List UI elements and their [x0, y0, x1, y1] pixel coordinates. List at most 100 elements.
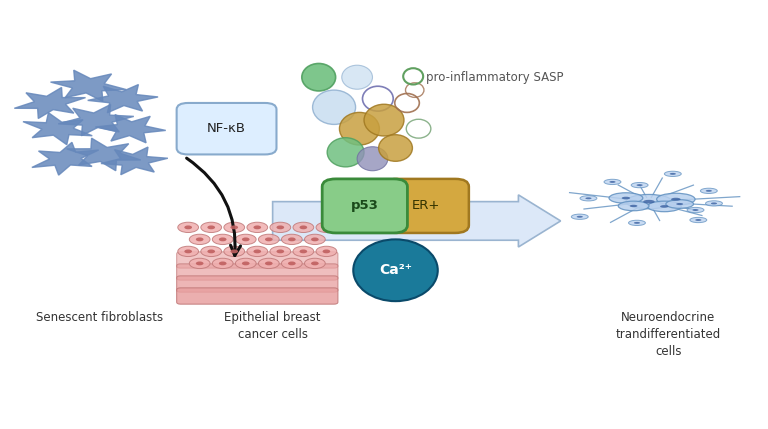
Ellipse shape — [189, 258, 210, 269]
Ellipse shape — [342, 65, 372, 89]
Ellipse shape — [184, 226, 192, 230]
Ellipse shape — [677, 203, 684, 205]
Polygon shape — [51, 70, 126, 101]
Ellipse shape — [577, 216, 583, 218]
Ellipse shape — [247, 222, 268, 233]
Ellipse shape — [660, 205, 668, 208]
Ellipse shape — [207, 250, 215, 253]
Ellipse shape — [610, 181, 616, 183]
Text: Neuroendocrine
trandifferentiated
cells: Neuroendocrine trandifferentiated cells — [615, 311, 721, 358]
Ellipse shape — [311, 262, 319, 265]
Ellipse shape — [630, 205, 637, 207]
Ellipse shape — [580, 196, 597, 201]
Polygon shape — [31, 142, 99, 175]
Polygon shape — [95, 115, 166, 143]
Ellipse shape — [224, 222, 244, 233]
Ellipse shape — [687, 207, 704, 213]
Ellipse shape — [212, 234, 233, 245]
FancyArrow shape — [273, 195, 561, 247]
Text: pro-inflammatory SASP: pro-inflammatory SASP — [426, 71, 564, 84]
Text: Ca²⁺: Ca²⁺ — [379, 263, 412, 277]
Ellipse shape — [196, 238, 204, 241]
Polygon shape — [88, 85, 158, 113]
Ellipse shape — [288, 238, 296, 241]
Ellipse shape — [177, 246, 198, 257]
Ellipse shape — [265, 262, 273, 265]
FancyBboxPatch shape — [384, 179, 468, 233]
Ellipse shape — [270, 222, 290, 233]
Text: p53: p53 — [351, 199, 379, 212]
Ellipse shape — [693, 209, 699, 211]
Ellipse shape — [664, 171, 681, 176]
Ellipse shape — [644, 200, 654, 203]
Polygon shape — [15, 88, 85, 118]
Ellipse shape — [235, 258, 256, 269]
Ellipse shape — [571, 214, 588, 219]
Ellipse shape — [316, 222, 336, 233]
Ellipse shape — [634, 222, 640, 224]
Ellipse shape — [300, 226, 307, 230]
Text: Senescent fibroblasts: Senescent fibroblasts — [36, 311, 164, 324]
Ellipse shape — [253, 250, 261, 253]
Ellipse shape — [235, 234, 256, 245]
Ellipse shape — [196, 262, 204, 265]
Ellipse shape — [212, 258, 233, 269]
Ellipse shape — [300, 250, 307, 253]
Ellipse shape — [258, 234, 279, 245]
Text: NF-κB: NF-κB — [207, 122, 246, 135]
Ellipse shape — [258, 258, 279, 269]
Ellipse shape — [189, 234, 210, 245]
Ellipse shape — [364, 104, 404, 136]
Ellipse shape — [353, 239, 438, 301]
FancyBboxPatch shape — [323, 179, 407, 233]
Ellipse shape — [706, 190, 712, 192]
Ellipse shape — [628, 220, 645, 226]
Ellipse shape — [339, 112, 379, 145]
Ellipse shape — [690, 218, 707, 223]
Ellipse shape — [276, 226, 284, 230]
Ellipse shape — [695, 219, 701, 221]
Ellipse shape — [304, 234, 326, 245]
Ellipse shape — [224, 246, 244, 257]
Ellipse shape — [323, 250, 330, 253]
Ellipse shape — [207, 226, 215, 230]
Ellipse shape — [621, 197, 630, 199]
Ellipse shape — [282, 234, 303, 245]
Ellipse shape — [379, 135, 412, 161]
FancyBboxPatch shape — [177, 252, 338, 268]
Ellipse shape — [657, 193, 695, 205]
Ellipse shape — [706, 201, 723, 206]
Ellipse shape — [313, 90, 356, 124]
Ellipse shape — [304, 258, 326, 269]
Ellipse shape — [711, 202, 717, 204]
Ellipse shape — [618, 201, 649, 211]
Ellipse shape — [242, 238, 250, 241]
Ellipse shape — [201, 246, 221, 257]
Ellipse shape — [282, 258, 303, 269]
Ellipse shape — [323, 226, 330, 230]
FancyBboxPatch shape — [177, 288, 338, 304]
Ellipse shape — [219, 238, 227, 241]
Ellipse shape — [265, 238, 273, 241]
Ellipse shape — [585, 197, 591, 199]
FancyArrowPatch shape — [187, 158, 240, 256]
Ellipse shape — [247, 246, 268, 257]
Ellipse shape — [631, 182, 648, 188]
Ellipse shape — [311, 238, 319, 241]
Ellipse shape — [666, 200, 694, 208]
Ellipse shape — [316, 246, 336, 257]
Polygon shape — [101, 147, 168, 175]
Ellipse shape — [184, 250, 192, 253]
Ellipse shape — [288, 262, 296, 265]
FancyBboxPatch shape — [177, 264, 338, 280]
Ellipse shape — [609, 193, 643, 203]
Ellipse shape — [293, 222, 314, 233]
Text: Epithelial breast
cancer cells: Epithelial breast cancer cells — [224, 311, 321, 341]
Ellipse shape — [253, 226, 261, 230]
Ellipse shape — [242, 262, 250, 265]
Ellipse shape — [276, 250, 284, 253]
Ellipse shape — [647, 201, 681, 211]
Ellipse shape — [357, 147, 388, 171]
FancyBboxPatch shape — [177, 276, 338, 292]
Ellipse shape — [177, 222, 198, 233]
